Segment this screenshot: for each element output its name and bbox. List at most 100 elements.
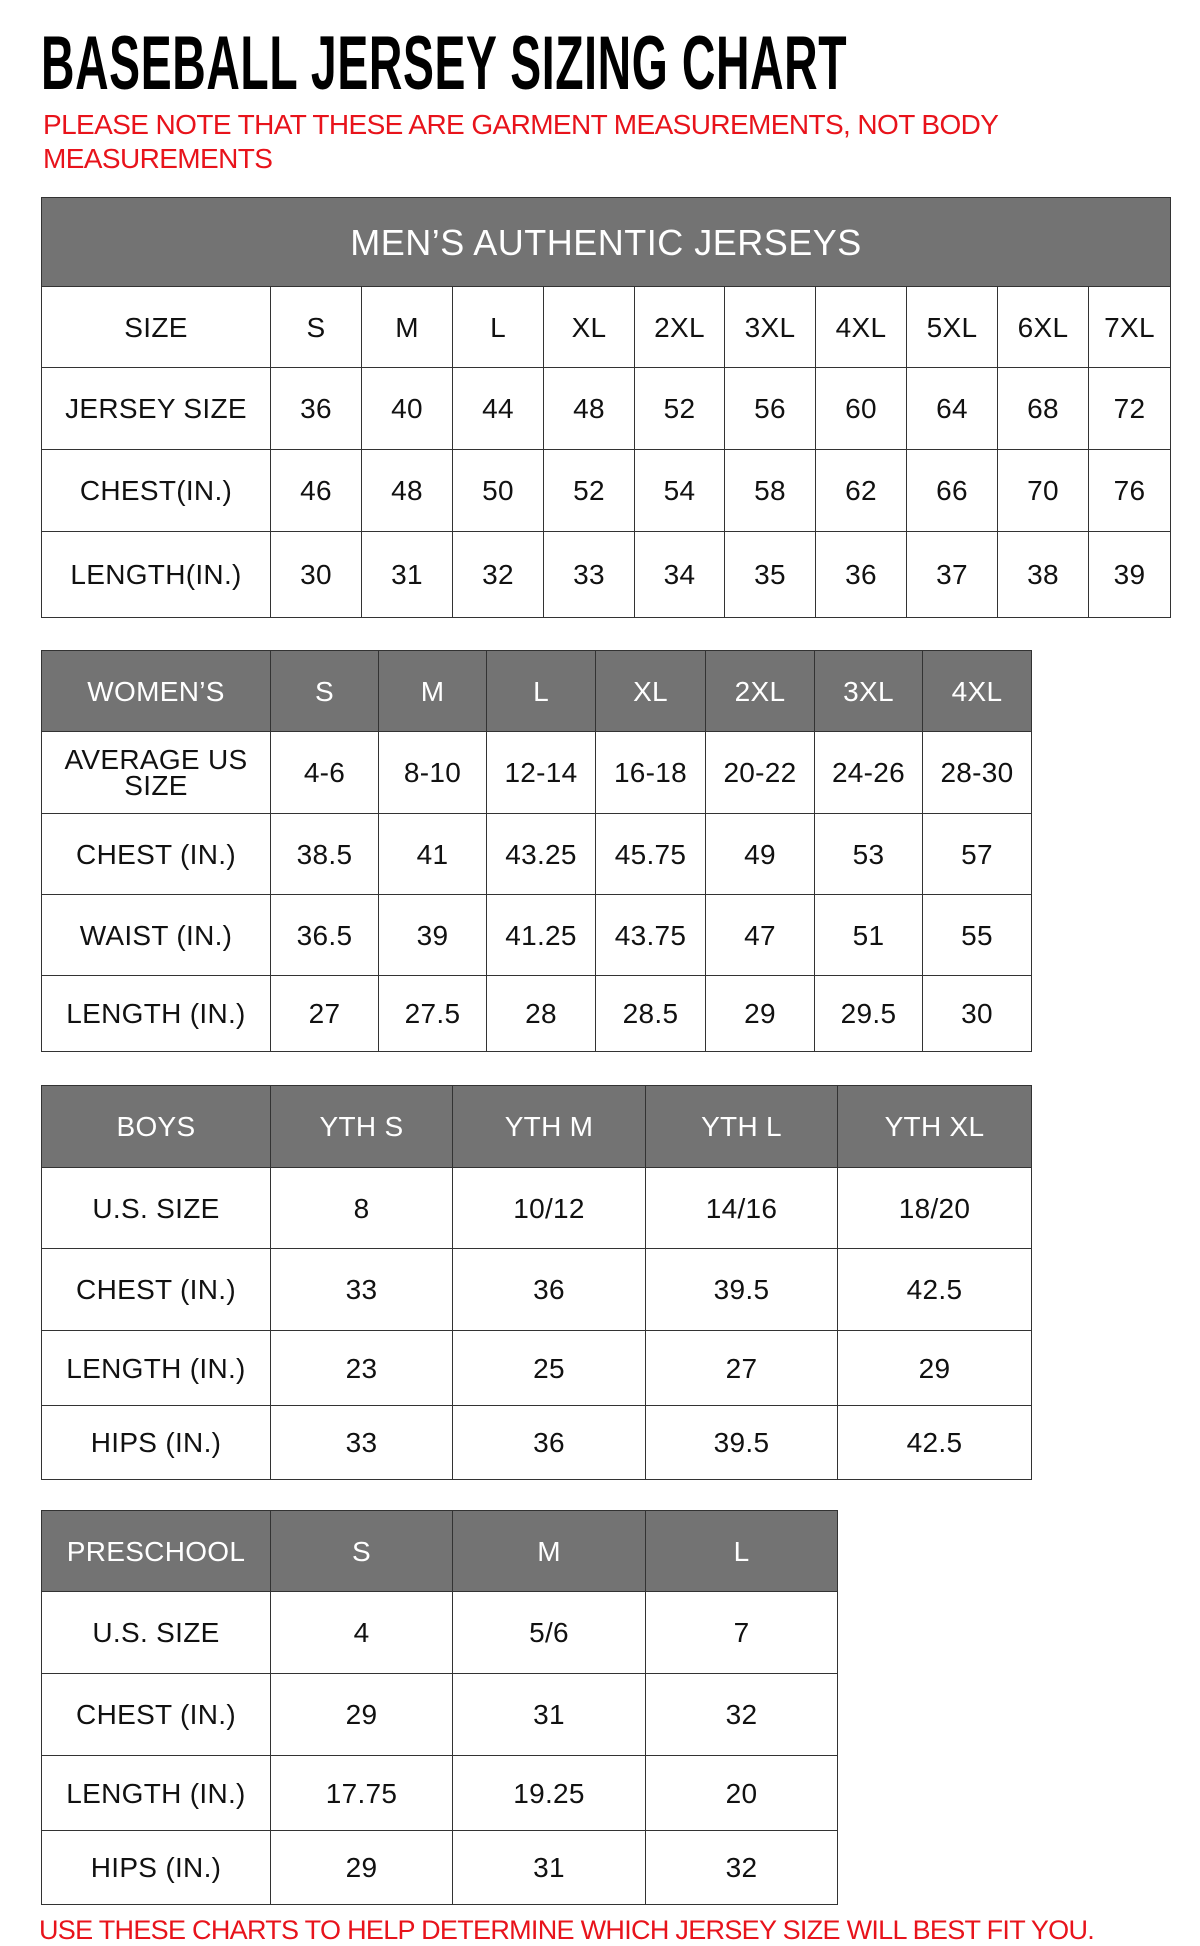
measurement-cell: 33 — [270, 1248, 453, 1331]
measurement-cell: 46 — [270, 449, 362, 532]
table-row: CHEST (IN.) 33 36 39.5 42.5 — [41, 1248, 1032, 1331]
measurement-cell: 8-10 — [378, 731, 487, 814]
row-label: CHEST (IN.) — [41, 1673, 271, 1756]
measurement-cell: 29 — [270, 1830, 453, 1905]
measurement-cell: 48 — [361, 449, 453, 532]
row-label: HIPS (IN.) — [41, 1405, 271, 1480]
measurement-cell: 42.5 — [837, 1405, 1032, 1480]
measurement-cell: 29 — [270, 1673, 453, 1756]
measurement-cell: 27 — [645, 1330, 838, 1406]
measurement-cell: 60 — [815, 367, 907, 450]
table-row: U.S. SIZE 4 5/6 7 — [41, 1591, 838, 1674]
measurement-cell: 40 — [361, 367, 453, 450]
size-header-cell: 5XL — [906, 286, 998, 368]
size-header-cell: 3XL — [814, 650, 923, 732]
garment-note: PLEASE NOTE THAT THESE ARE GARMENT MEASU… — [43, 109, 998, 174]
measurement-cell: 31 — [452, 1830, 646, 1905]
measurement-cell: 43.25 — [486, 813, 596, 895]
table-row: LENGTH(IN.) 30 31 32 33 34 35 36 37 38 39 — [41, 531, 1172, 618]
row-label: LENGTH (IN.) — [41, 1755, 271, 1831]
table-row: LENGTH (IN.) 27 27.5 28 28.5 29 29.5 30 — [41, 975, 1032, 1052]
measurement-cell: 54 — [634, 449, 725, 532]
measurement-cell: 28.5 — [595, 975, 706, 1052]
size-header-cell: M — [378, 650, 487, 732]
measurement-cell: 4-6 — [270, 731, 379, 814]
size-header-cell: S — [270, 1510, 453, 1592]
measurement-cell: 48 — [543, 367, 635, 450]
measurement-cell: 41.25 — [486, 894, 596, 976]
column-header-label: PRESCHOOL — [41, 1510, 271, 1592]
row-label: LENGTH (IN.) — [41, 975, 271, 1052]
footer-note: USE THESE CHARTS TO HELP DETERMINE WHICH… — [39, 1915, 1095, 1945]
measurement-cell: 32 — [645, 1673, 838, 1756]
measurement-cell: 43.75 — [595, 894, 706, 976]
measurement-cell: 36 — [452, 1248, 646, 1331]
measurement-cell: 39 — [378, 894, 487, 976]
size-header-cell: S — [270, 650, 379, 732]
measurement-cell: 36.5 — [270, 894, 379, 976]
measurement-cell: 52 — [634, 367, 725, 450]
row-label: CHEST(IN.) — [41, 449, 271, 532]
measurement-cell: 25 — [452, 1330, 646, 1406]
measurement-cell: 17.75 — [270, 1755, 453, 1831]
measurement-cell: 32 — [645, 1830, 838, 1905]
row-label: CHEST (IN.) — [41, 1248, 271, 1331]
measurement-cell: 29 — [837, 1330, 1032, 1406]
measurement-cell: 28 — [486, 975, 596, 1052]
measurement-cell: 44 — [452, 367, 544, 450]
size-header-cell: M — [452, 1510, 646, 1592]
measurement-cell: 34 — [634, 531, 725, 618]
size-header-cell: 4XL — [815, 286, 907, 368]
measurement-cell: 18/20 — [837, 1167, 1032, 1249]
measurement-cell: 29.5 — [814, 975, 923, 1052]
measurement-cell: 35 — [724, 531, 816, 618]
table-row: AVERAGE US SIZE 4-6 8-10 12-14 16-18 20-22 24-… — [41, 731, 1032, 814]
measurement-cell: 7 — [645, 1591, 838, 1674]
size-header-cell: L — [452, 286, 544, 368]
measurement-cell: 28-30 — [922, 731, 1032, 814]
size-header-cell: 3XL — [724, 286, 816, 368]
measurement-cell: 52 — [543, 449, 635, 532]
table-row: LENGTH (IN.) 17.75 19.25 20 — [41, 1755, 838, 1831]
measurement-cell: 5/6 — [452, 1591, 646, 1674]
size-header-cell: 7XL — [1087, 286, 1172, 368]
measurement-cell: 68 — [997, 367, 1089, 450]
measurement-cell: 57 — [922, 813, 1032, 895]
measurement-cell: 36 — [815, 531, 907, 618]
measurement-cell: 30 — [270, 531, 362, 618]
size-header-cell: YTH XL — [837, 1085, 1032, 1168]
size-header-cell: S — [270, 286, 362, 368]
measurement-cell: 12-14 — [486, 731, 596, 814]
table-row: HIPS (IN.) 33 36 39.5 42.5 — [41, 1405, 1032, 1480]
header-row: BOYS YTH S YTH M YTH L YTH XL — [41, 1085, 1032, 1168]
measurement-cell: 36 — [452, 1405, 646, 1480]
measurement-cell: 8 — [270, 1167, 453, 1249]
measurement-cell: 33 — [270, 1405, 453, 1480]
header-row: SIZE S M L XL 2XL 3XL 4XL 5XL 6XL 7XL — [41, 286, 1172, 368]
measurement-cell: 38.5 — [270, 813, 379, 895]
table-title: MEN’S AUTHENTIC JERSEYS — [40, 197, 1172, 287]
row-label: HIPS (IN.) — [41, 1830, 271, 1905]
size-header-cell: 2XL — [634, 286, 725, 368]
measurement-cell: 10/12 — [452, 1167, 646, 1249]
size-header-cell: 4XL — [922, 650, 1032, 732]
row-label: LENGTH (IN.) — [41, 1330, 271, 1406]
table-row: CHEST (IN.) 29 31 32 — [41, 1673, 838, 1756]
measurement-cell: 37 — [906, 531, 998, 618]
measurement-cell: 29 — [705, 975, 815, 1052]
measurement-cell: 30 — [922, 975, 1032, 1052]
measurement-cell: 36 — [270, 367, 362, 450]
size-header-cell: XL — [543, 286, 635, 368]
page-title: BASEBALL JERSEY SIZING CHART — [41, 21, 848, 106]
measurement-cell: 50 — [452, 449, 544, 532]
row-label: JERSEY SIZE — [41, 367, 271, 450]
measurement-cell: 66 — [906, 449, 998, 532]
measurement-cell: 27 — [270, 975, 379, 1052]
column-header-label: SIZE — [41, 286, 271, 368]
mens-size-table: MEN’S AUTHENTIC JERSEYS SIZE S M L XL 2XL 3XL 4X… — [40, 197, 1172, 618]
header-row: WOMEN’S S M L XL 2XL 3XL 4XL — [41, 650, 1032, 732]
table-row: CHEST (IN.) 38.5 41 43.25 45.75 49 53 57 — [41, 813, 1032, 895]
measurement-cell: 20 — [645, 1755, 838, 1831]
row-label: AVERAGE US SIZE — [41, 731, 271, 814]
column-header-label: WOMEN’S — [41, 650, 271, 732]
